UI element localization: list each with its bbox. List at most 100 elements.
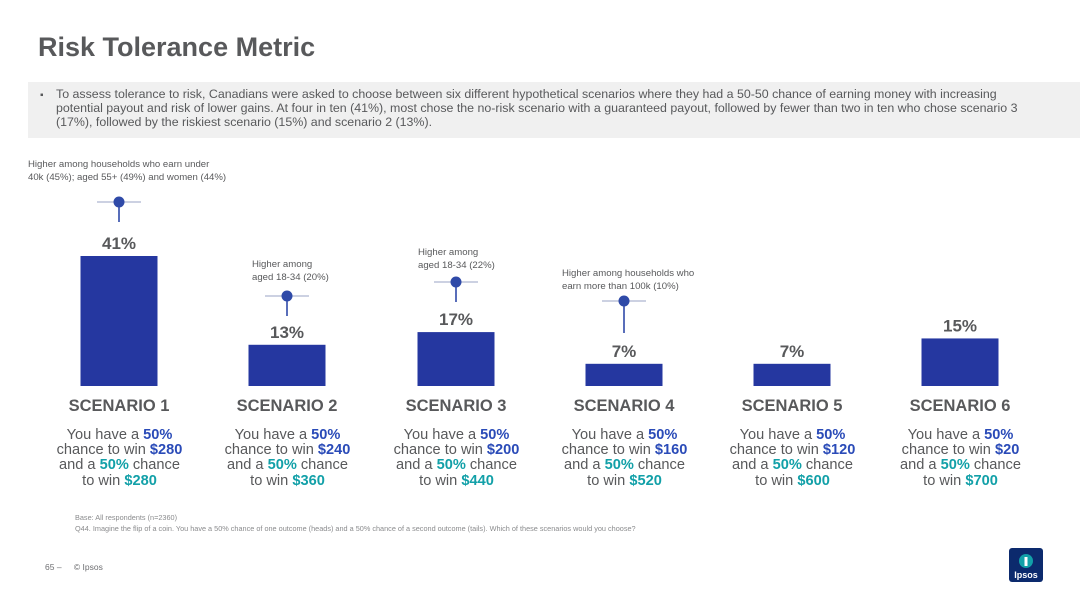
scenario-title-2: SCENARIO 2 <box>236 397 338 415</box>
copyright: © Ipsos <box>73 562 103 572</box>
highlight-value: $700 <box>965 472 998 489</box>
annotation-3: Higher among aged 18-34 (22%) <box>418 247 495 302</box>
highlight-value: 50% <box>267 457 297 474</box>
description-line: and a 50% chance <box>205 458 370 473</box>
description-line: and a 50% chance <box>374 458 539 473</box>
description-text: You have a <box>907 427 985 443</box>
annotation-text: 40k (45%); aged 55+ (49%) and women (44%… <box>28 172 226 183</box>
description-text: chance to win <box>393 442 487 459</box>
description-text: chance to win <box>224 442 318 459</box>
scenario-title-6: SCENARIO 6 <box>909 397 1011 415</box>
highlight-value: $240 <box>317 442 351 459</box>
annotation-text: aged 18-34 (22%) <box>418 260 495 271</box>
scenario-title-4: SCENARIO 4 <box>573 397 675 415</box>
description-line: and a 50% chance <box>37 458 202 473</box>
description-text: to win <box>755 472 798 489</box>
highlight-value: 50% <box>648 427 678 443</box>
description-line: You have a 50% <box>374 427 539 443</box>
highlight-value: $360 <box>292 472 325 489</box>
page-title: Risk Tolerance Metric <box>38 32 316 62</box>
bar-2 <box>248 344 326 386</box>
description-line: to win $520 <box>542 472 707 489</box>
logo-text: Ipsos <box>1014 570 1038 580</box>
description-line: and a 50% chance <box>542 458 707 473</box>
description-text: and a <box>227 457 268 474</box>
description-text: You have a <box>234 427 312 443</box>
page-number: 65 – <box>45 562 62 572</box>
highlight-value: 50% <box>604 457 634 474</box>
annotation-4: Higher among households who earn more tha… <box>562 268 694 333</box>
description-text: and a <box>564 457 605 474</box>
description-line: to win $280 <box>37 472 202 489</box>
description-text: and a <box>732 457 773 474</box>
bar-6 <box>921 338 999 386</box>
description-text: chance to win <box>729 442 823 459</box>
highlight-value: 50% <box>772 457 802 474</box>
ipsos-logo: Ipsos <box>1009 548 1043 582</box>
scenario-description-2: You have a 50% chance to win $240 and a 50… <box>205 427 370 489</box>
value-label-2: 13% <box>270 323 304 342</box>
description-line: chance to win $20 <box>878 443 1043 458</box>
description-text: chance to win <box>561 442 655 459</box>
description-text: to win <box>587 472 630 489</box>
value-label-3: 17% <box>439 310 473 329</box>
highlight-value: $160 <box>654 442 688 459</box>
bar-3 <box>417 332 495 386</box>
value-label-6: 15% <box>943 316 977 335</box>
bullet-icon: ▪ <box>40 90 44 101</box>
bar-1 <box>80 256 158 386</box>
description-text: You have a <box>66 427 144 443</box>
description-line: and a 50% chance <box>878 458 1043 473</box>
annotation-text: Higher among households who <box>562 268 694 279</box>
description-text: chance <box>128 457 180 474</box>
highlight-value: 50% <box>436 457 466 474</box>
highlight-value: $520 <box>629 472 662 489</box>
description-text: chance <box>633 457 685 474</box>
base-note: Base: All respondents (n=2360) <box>75 513 178 522</box>
scenario-title-1: SCENARIO 1 <box>68 397 170 415</box>
value-label-4: 7% <box>612 342 637 361</box>
description-line: chance to win $280 <box>37 443 202 458</box>
pin-marker-icon <box>281 290 293 302</box>
annotation-1: Higher among households who earn under 40… <box>28 159 226 222</box>
description-text: You have a <box>403 427 481 443</box>
highlight-value: $280 <box>124 472 157 489</box>
highlight-value: $20 <box>994 442 1020 459</box>
bar-chart: 41% 13% 17% 7% 7% 15% Higher among households … <box>28 159 999 386</box>
description-text: to win <box>419 472 462 489</box>
description-text: chance <box>465 457 517 474</box>
description-line: You have a 50% <box>542 427 707 443</box>
description-text: chance <box>296 457 348 474</box>
description-text: chance to win <box>901 442 995 459</box>
description-line: to win $600 <box>710 472 875 489</box>
annotation-text: earn more than 100k (10%) <box>562 281 679 292</box>
page-footer: 65 – © Ipsos <box>45 562 103 572</box>
highlight-value: 50% <box>99 457 129 474</box>
description-line: to win $700 <box>878 472 1043 489</box>
description-text: and a <box>59 457 100 474</box>
description-text: to win <box>82 472 125 489</box>
description-text: and a <box>396 457 437 474</box>
highlight-value: 50% <box>940 457 970 474</box>
highlight-value: $200 <box>486 442 520 459</box>
highlight-value: 50% <box>480 427 510 443</box>
scenario-description-6: You have a 50% chance to win $20 and a 50%… <box>878 427 1043 489</box>
scenario-title-3: SCENARIO 3 <box>405 397 507 415</box>
description-line: chance to win $120 <box>710 443 875 458</box>
summary-text: To assess tolerance to risk, Canadians w… <box>56 87 1018 129</box>
pin-marker-icon <box>113 196 125 208</box>
description-text: chance to win <box>56 442 150 459</box>
description-line: chance to win $160 <box>542 443 707 458</box>
annotation-text: Higher among <box>252 259 312 270</box>
highlight-value: 50% <box>816 427 846 443</box>
description-line: You have a 50% <box>37 427 202 443</box>
highlight-value: $600 <box>797 472 830 489</box>
description-text: and a <box>900 457 941 474</box>
pin-marker-icon <box>450 276 462 288</box>
description-text: chance <box>969 457 1021 474</box>
highlight-value: 50% <box>984 427 1014 443</box>
bar-4 <box>585 363 663 386</box>
bar-5 <box>753 363 831 386</box>
description-line: You have a 50% <box>710 427 875 443</box>
highlight-value: 50% <box>311 427 341 443</box>
